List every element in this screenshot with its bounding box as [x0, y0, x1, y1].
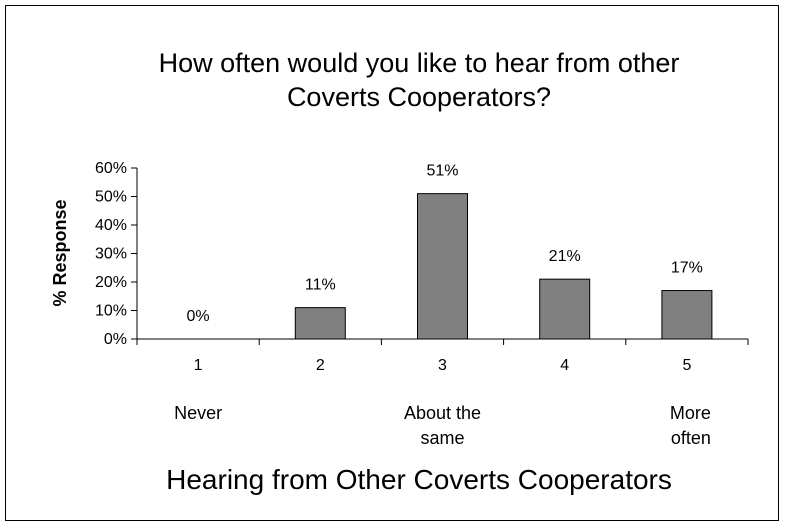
bar [539, 278, 591, 340]
y-tick-label: 60% [95, 160, 127, 177]
x-tick-label: 5 [682, 357, 691, 374]
scale-anchor-label: same [420, 428, 464, 448]
x-tick-label: 1 [194, 357, 203, 374]
chart-title-line-1: How often would you like to hear from ot… [159, 48, 680, 78]
y-tick-label: 20% [95, 274, 127, 291]
data-label: 11% [305, 277, 336, 294]
data-label: 51% [426, 163, 458, 180]
y-tick-label: 0% [104, 331, 127, 348]
x-tick-label: 4 [560, 357, 569, 374]
y-tick-label: 30% [95, 246, 127, 263]
scale-anchor-label: Never [174, 403, 222, 423]
x-axis-label: Hearing from Other Coverts Cooperators [166, 464, 672, 495]
y-tick-label: 10% [95, 303, 127, 320]
data-label: 0% [187, 308, 210, 325]
bar [661, 290, 713, 340]
y-axis-label: % Response [50, 199, 70, 306]
y-tick-label: 40% [95, 217, 127, 234]
y-tick-label: 50% [95, 189, 127, 206]
scale-anchor-label: More [670, 403, 711, 423]
plot-area: 0% 10% 20% 30% 40% 50% 60% 0% 1 11% 2 51% 3 21% 4 17% 5 N… [95, 160, 749, 448]
chart-title-line-2: Coverts Cooperators? [287, 82, 551, 112]
bar [417, 193, 468, 340]
data-label: 17% [671, 260, 703, 277]
x-tick-label: 2 [316, 357, 325, 374]
chart-frame [5, 5, 779, 521]
scale-anchor-label: often [671, 428, 711, 448]
scale-anchor-label: About the [404, 403, 481, 423]
data-label: 21% [549, 248, 581, 265]
bar [294, 307, 346, 340]
x-tick-label: 3 [438, 357, 447, 374]
